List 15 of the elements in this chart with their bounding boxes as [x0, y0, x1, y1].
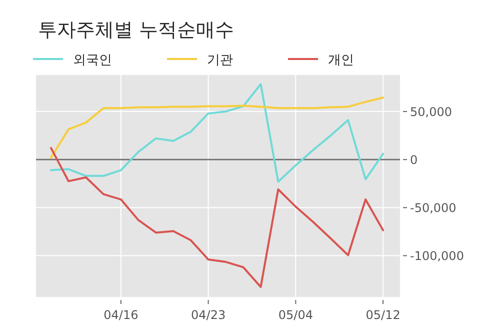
- x-tick-label: 05/12: [366, 308, 400, 322]
- y-tick-label: -50,000: [410, 201, 456, 216]
- x-tick-label: 05/04: [278, 308, 313, 322]
- chart-title: 투자주체별 누적순매수: [38, 19, 234, 41]
- line-series: [50, 147, 384, 288]
- legend-label: 기관: [207, 53, 233, 68]
- y-tick-label: 50,000: [410, 105, 452, 120]
- line-series: [50, 96, 384, 159]
- y-tick-label: 0: [410, 153, 418, 168]
- legend-label: 외국인: [73, 53, 112, 68]
- y-tick-label: -100,000: [410, 249, 464, 264]
- legend-label: 개인: [328, 53, 354, 68]
- x-tick-label: 04/23: [191, 308, 226, 322]
- line-series: [50, 83, 384, 183]
- x-tick-label: 04/16: [104, 308, 138, 322]
